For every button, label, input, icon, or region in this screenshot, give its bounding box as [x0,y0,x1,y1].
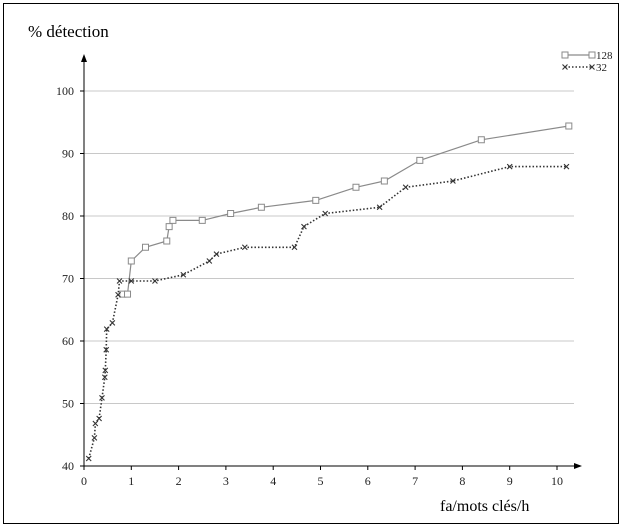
series-32-point-7 [103,346,110,353]
series-128-point-5 [165,223,173,231]
series-32-point-13 [152,278,158,284]
series-128-point-15 [565,122,573,130]
series-128-point-14 [477,136,485,144]
y-axis-arrow [81,54,87,62]
series-32-point-20 [322,210,329,217]
series-128-point-13 [416,156,424,164]
series-32-point-3 [96,415,103,422]
legend-marker-start-32 [562,64,568,70]
series-line-32 [87,165,567,459]
y-tick-label-70: 70 [62,272,74,286]
series-32-point-18 [291,244,298,251]
series-128-point-1 [124,290,132,298]
y-axis-label: % détection [28,22,109,41]
series-line-128 [122,125,569,295]
x-tick-label-1: 1 [128,474,134,488]
series-32-point-22 [402,184,409,191]
x-tick-label-0: 0 [81,474,87,488]
x-axis-label: fa/mots clés/h [440,498,530,515]
legend-marker-start-128 [561,51,569,59]
series-32-point-14 [180,271,187,278]
series-128-point-7 [198,216,206,224]
legend-marker-end-32 [589,64,595,70]
series-128-point-8 [227,210,235,217]
x-tick-label-6: 6 [365,474,371,488]
chart-frame [3,3,619,524]
series-128-point-9 [257,203,265,211]
series-32-point-10 [115,291,121,298]
series-128-point-11 [352,183,360,191]
series-128-point-12 [380,177,388,185]
series-32-point-16 [213,251,220,258]
x-tick-label-8: 8 [459,474,465,488]
series-32-point-12 [128,278,135,284]
series-32-point-0 [85,455,92,462]
series-32-point-6 [102,367,109,374]
series-32-point-11 [116,278,123,284]
series-128-point-4 [163,237,171,245]
series-128-point-3 [141,243,149,251]
series-32-point-17 [241,244,248,251]
series-32-point-25 [563,163,570,170]
series-32-point-2 [92,420,99,427]
x-tick-label-9: 9 [507,474,513,488]
x-tick-label-2: 2 [176,474,182,488]
series-32-point-8 [103,326,110,333]
series-128-point-6 [169,216,177,224]
legend-label-32: 32 [596,62,607,74]
series-128-point-2 [127,257,135,265]
series-32-point-15 [206,258,213,264]
y-tick-label-100: 100 [56,84,74,98]
y-tick-label-40: 40 [62,459,74,473]
series-32-point-24 [506,163,513,170]
x-tick-label-7: 7 [412,474,418,488]
x-axis-arrow [574,463,582,469]
legend-label-128: 128 [596,50,613,62]
series-32-point-5 [101,374,108,381]
y-tick-label-80: 80 [62,209,74,223]
series-128-point-10 [312,196,320,204]
legend-marker-end-128 [588,51,596,59]
series-32-point-9 [109,319,116,326]
series-32-point-4 [99,394,105,401]
series-32-point-23 [450,178,456,184]
x-tick-label-4: 4 [270,474,276,488]
x-tick-label-10: 10 [551,474,563,488]
y-tick-label-90: 90 [62,147,74,161]
series-32-point-21 [376,204,383,211]
y-tick-label-60: 60 [62,334,74,348]
series-32-point-19 [301,223,307,230]
y-tick-label-50: 50 [62,397,74,411]
x-tick-label-3: 3 [223,474,229,488]
series-32-point-1 [91,434,98,441]
x-tick-label-5: 5 [318,474,324,488]
